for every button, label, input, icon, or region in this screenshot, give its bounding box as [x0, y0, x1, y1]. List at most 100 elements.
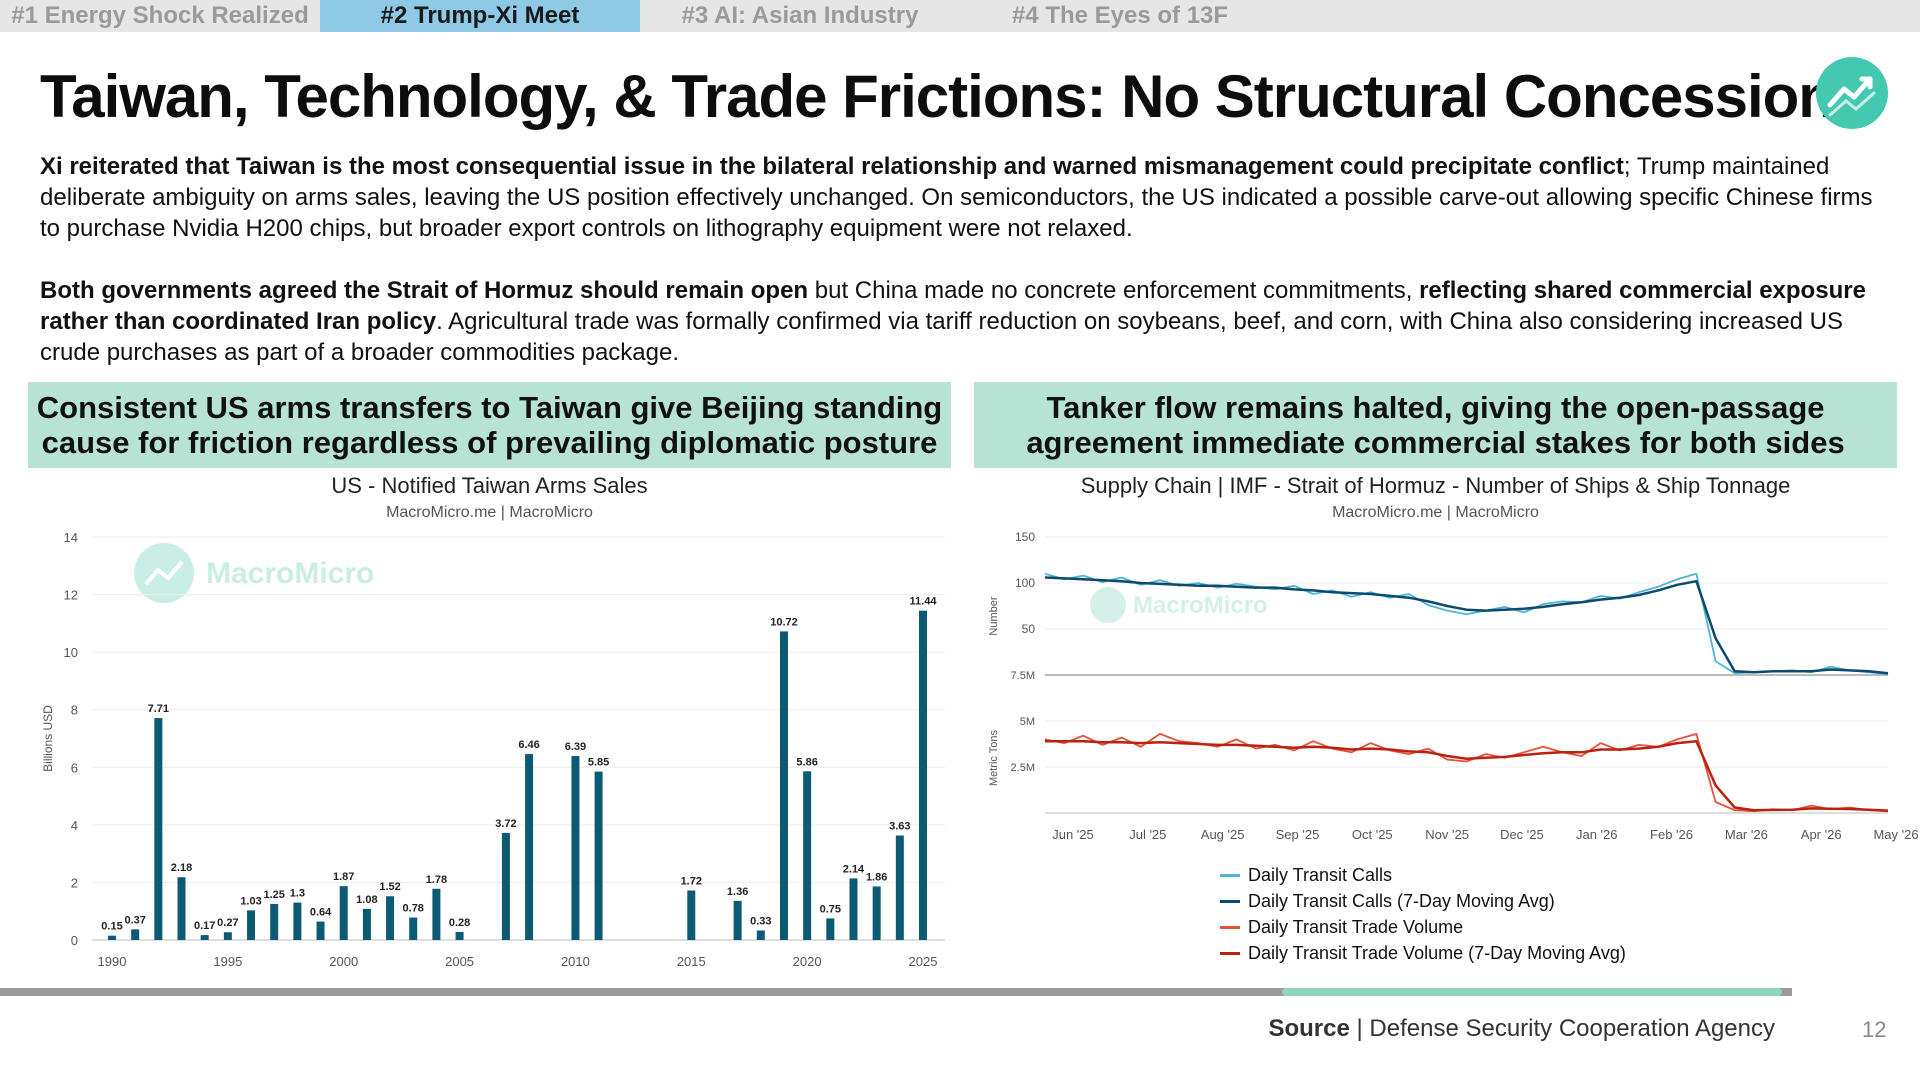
data-label: 0.33: [750, 916, 771, 928]
data-label: 6.39: [565, 741, 586, 753]
deck-progress-fill: [1282, 988, 1783, 996]
x-tick-label: Mar '26: [1725, 827, 1768, 842]
bar: [571, 756, 580, 940]
bar: [455, 931, 464, 940]
data-label: 5.86: [796, 756, 817, 768]
x-tick-label: Sep '25: [1276, 827, 1320, 842]
bar: [362, 908, 371, 940]
data-label: 11.44: [910, 596, 938, 608]
bar: [872, 886, 881, 940]
bar: [200, 935, 209, 940]
bar: [293, 902, 302, 940]
data-label: 0.15: [101, 921, 122, 933]
x-tick-label: Jul '25: [1129, 827, 1166, 842]
data-label: 1.86: [866, 871, 887, 883]
x-tick-label: 2015: [677, 954, 706, 969]
bar: [803, 771, 812, 940]
x-tick-label: Nov '25: [1425, 827, 1469, 842]
data-label: 2.18: [171, 862, 192, 874]
legend-label: Daily Transit Calls (7-Day Moving Avg): [1248, 890, 1555, 911]
data-label: 1.25: [263, 889, 284, 901]
bar: [895, 835, 904, 940]
summary-paragraph-hormuz: Both governments agreed the Strait of Ho…: [40, 275, 1890, 368]
data-label: 3.63: [889, 821, 910, 833]
bar: [316, 921, 325, 940]
x-tick-label: 2025: [909, 954, 938, 969]
y-tick-label: 14: [64, 530, 78, 545]
y-tick-label: 100: [1015, 576, 1035, 590]
legend-label: Daily Transit Calls: [1248, 864, 1393, 885]
legend-item[interactable]: Daily Transit Calls: [1220, 862, 1626, 888]
data-label: 0.64: [310, 907, 332, 919]
y-tick-label: 4: [71, 818, 78, 833]
x-tick-label: Aug '25: [1201, 827, 1245, 842]
bar: [432, 888, 441, 940]
bar: [919, 610, 927, 940]
right-panel-banner: Tanker flow remains halted, giving the o…: [974, 382, 1897, 468]
data-label: 0.17: [194, 920, 215, 932]
data-label: 1.36: [727, 886, 748, 898]
hormuz-chart-subtitle: MacroMicro.me | MacroMicro: [1332, 504, 1539, 521]
data-label: 1.87: [333, 871, 354, 883]
data-label: 0.37: [124, 914, 145, 926]
legend-item[interactable]: Daily Transit Calls (7-Day Moving Avg): [1220, 888, 1626, 914]
x-tick-label: Dec '25: [1500, 827, 1544, 842]
arms-chart-title: US - Notified Taiwan Arms Sales: [331, 473, 648, 498]
hormuz-chart-title: Supply Chain | IMF - Strait of Hormuz - …: [1080, 473, 1791, 498]
bar: [756, 930, 765, 940]
bar: [849, 878, 858, 940]
data-label: 0.78: [403, 903, 424, 915]
bar: [501, 832, 510, 940]
tab-trump-xi-meet[interactable]: #2 Trump-Xi Meet: [320, 0, 640, 32]
legend-label: Daily Transit Trade Volume (7-Day Moving…: [1248, 942, 1626, 963]
bar: [339, 886, 348, 940]
data-label: 6.46: [518, 739, 539, 751]
bar: [154, 718, 163, 940]
bar: [594, 771, 603, 940]
source-label: Source: [1268, 1015, 1350, 1042]
arms-chart-subtitle: MacroMicro.me | MacroMicro: [386, 504, 593, 521]
paragraph-emphasis: Both governments agreed the Strait of Ho…: [40, 277, 809, 304]
y-tick-label: 150: [1015, 530, 1035, 544]
hormuz-line-chart: MacroMicro 50 100 150 Number 2.5M 5M 7.5M Metric…: [988, 530, 1919, 842]
x-tick-label: 2010: [561, 954, 590, 969]
bar: [687, 890, 696, 940]
legend-item[interactable]: Daily Transit Trade Volume: [1220, 914, 1626, 940]
legend-swatch: [1220, 899, 1240, 903]
x-tick-label: Apr '26: [1801, 827, 1842, 842]
paragraph-text: . Agricultural trade was formally confir…: [40, 308, 1844, 366]
legend-item[interactable]: Daily Transit Trade Volume (7-Day Moving…: [1220, 940, 1626, 966]
y-tick-label: 2.5M: [1011, 762, 1035, 774]
trend-chart-icon: [1827, 76, 1876, 117]
summary-paragraph-taiwan: Xi reiterated that Taiwan is the most co…: [40, 151, 1890, 244]
data-label: 3.72: [495, 818, 516, 830]
tab-eyes-of-13f[interactable]: #4 The Eyes of 13F: [1011, 2, 1229, 29]
paragraph-emphasis: Xi reiterated that Taiwan is the most co…: [40, 153, 1624, 180]
paragraph-text: ; Trump maintained deliberate ambiguity …: [40, 153, 1873, 242]
y-tick-label: 2: [71, 875, 78, 890]
y-tick-label: 10: [64, 645, 78, 660]
x-tick-label: 1995: [213, 954, 242, 969]
y-tick-label: 12: [64, 588, 78, 603]
legend-label: Daily Transit Trade Volume: [1248, 916, 1464, 937]
series-line: [1044, 732, 1889, 813]
y-axis-label: Number: [988, 596, 1000, 635]
legend-swatch: [1220, 951, 1240, 955]
x-tick-label: 1990: [98, 954, 127, 969]
watermark-text: MacroMicro: [1133, 592, 1268, 619]
watermark-icon-line: [144, 560, 184, 586]
x-tick-label: 2020: [793, 954, 822, 969]
source-text: Defense Security Cooperation Agency: [1369, 1015, 1775, 1042]
legend-swatch: [1220, 873, 1240, 877]
data-label: 1.72: [681, 875, 702, 887]
source-note: Source | Defense Security Cooperation Ag…: [1268, 1015, 1775, 1042]
data-label: 1.3: [290, 888, 305, 900]
tab-ai-asian-industry[interactable]: #3 AI: Asian Industry: [681, 2, 919, 29]
y-tick-label: 6: [71, 760, 78, 775]
hormuz-legend: Daily Transit Calls Daily Transit Calls …: [1220, 862, 1626, 966]
x-tick-label: Oct '25: [1352, 827, 1393, 842]
tab-energy-shock[interactable]: #1 Energy Shock Realized: [11, 2, 309, 29]
left-panel-banner: Consistent US arms transfers to Taiwan g…: [28, 382, 951, 468]
page-title: Taiwan, Technology, & Trade Frictions: N…: [40, 63, 1867, 130]
y-tick-label: 50: [1022, 622, 1036, 636]
